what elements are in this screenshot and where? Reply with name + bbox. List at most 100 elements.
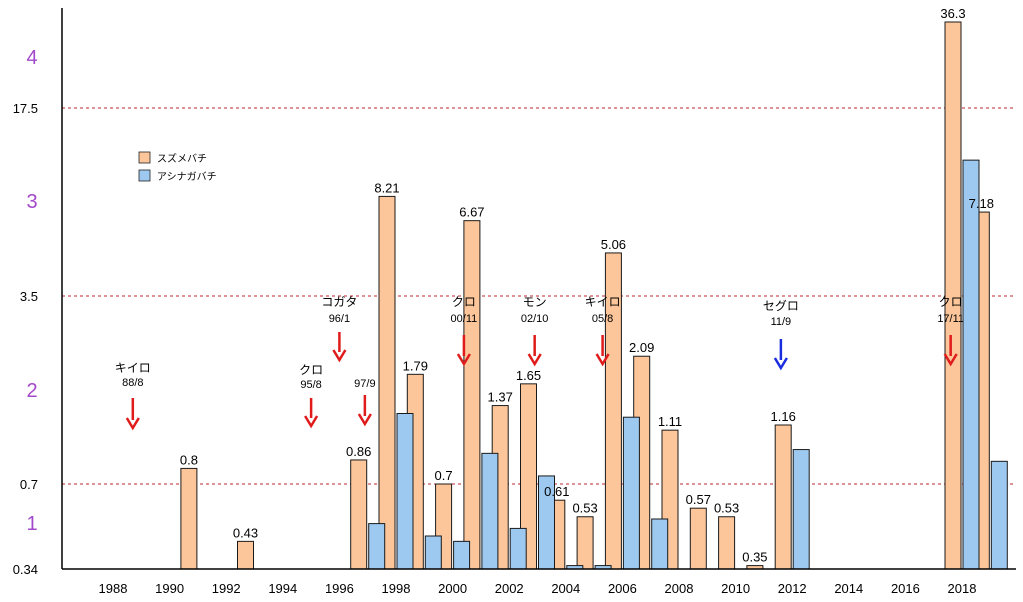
bar-value-label: 2.09 <box>629 340 654 355</box>
y-level-label: 4 <box>26 47 37 69</box>
x-tick-label: 2006 <box>608 581 637 596</box>
bar-ashinagabachi <box>509 527 527 570</box>
y-tick-label: 0.7 <box>20 477 38 492</box>
bar-value-label: 7.18 <box>969 196 994 211</box>
annotation-arrow-icon <box>332 349 347 363</box>
bar-value-label: 1.37 <box>488 390 513 405</box>
bar-suzumebachi <box>350 459 368 570</box>
annotation-name: セグロ <box>763 299 799 313</box>
legend-swatch-suzumebachi <box>138 151 151 164</box>
annotation-name: クロ <box>299 363 323 377</box>
legend: スズメバチ アシナガバチ <box>138 151 217 183</box>
x-tick-label: 2010 <box>721 581 750 596</box>
legend-swatch-ashinagabachi <box>138 169 151 182</box>
bar-value-label: 0.53 <box>714 501 739 516</box>
annotation-arrow-icon <box>304 415 319 429</box>
x-axis-ticks: 1988 1990 1992 1994 1996 1998 2000 2002 2004 2006… <box>99 581 977 596</box>
bar-value-label: 1.11 <box>658 414 682 429</box>
bar-suzumebachi <box>576 516 594 570</box>
legend-label-ashinagabachi: アシナガバチ <box>157 171 217 183</box>
bar-ashinagabachi <box>481 452 499 570</box>
annotation-date: 05/8 <box>592 313 613 325</box>
annotation-arrow-icon <box>595 353 610 367</box>
annotation-name: コガタ <box>321 295 357 309</box>
y-axis-ticks: 0.34 0.7 3.5 17.5 4 3 2 1 <box>13 47 38 577</box>
annotation-date: 97/9 <box>354 378 375 390</box>
annotations: キイロ 88/8 クロ 95/8 コガタ 96/1 97/9 クロ 00/11 モン 02/10 キイ… <box>115 295 964 431</box>
x-tick-label: 1988 <box>99 581 128 596</box>
annotation-arrow-icon <box>943 353 958 367</box>
x-tick-label: 1998 <box>382 581 411 596</box>
x-tick-label: 2004 <box>551 581 580 596</box>
x-tick-label: 1996 <box>325 581 354 596</box>
bar-value-label: 0.61 <box>544 484 569 499</box>
annotation-arrow-icon <box>773 357 788 371</box>
x-tick-label: 2016 <box>891 581 920 596</box>
bar-ashinagabachi <box>622 416 640 570</box>
x-tick-label: 1994 <box>268 581 297 596</box>
annotation-arrow-icon <box>527 353 542 367</box>
annotation-date: 11/9 <box>771 316 792 328</box>
y-tick-label: 17.5 <box>13 101 38 116</box>
annotation-date: 88/8 <box>122 377 143 389</box>
bar-ashinagabachi <box>990 460 1008 570</box>
x-tick-label: 2018 <box>948 581 977 596</box>
bar-ashinagabachi <box>453 540 471 570</box>
bars <box>180 21 1008 570</box>
annotation-date: 95/8 <box>300 379 321 391</box>
y-level-label: 2 <box>26 380 37 402</box>
annotation-arrow-icon <box>125 417 140 431</box>
bar-value-label: 0.35 <box>742 550 767 565</box>
x-tick-label: 2000 <box>438 581 467 596</box>
value-labels: 0.80.430.868.211.790.76.671.371.650.610.… <box>180 6 994 565</box>
x-tick-label: 2008 <box>665 581 694 596</box>
bar-value-label: 0.43 <box>233 525 258 540</box>
annotation-name: クロ <box>452 295 476 309</box>
annotation-date: 00/11 <box>451 313 478 325</box>
annotation-date: 02/10 <box>521 313 549 325</box>
bar-suzumebachi <box>180 467 198 570</box>
bar-suzumebachi <box>463 220 481 570</box>
bar-value-label: 0.86 <box>346 444 371 459</box>
bar-value-label: 6.67 <box>459 205 484 220</box>
bar-ashinagabachi <box>962 159 980 570</box>
annotation-arrow-icon <box>357 413 372 427</box>
y-level-label: 3 <box>26 191 37 213</box>
bar-suzumebachi <box>378 195 396 570</box>
x-tick-label: 1990 <box>155 581 184 596</box>
annotation-date: 96/1 <box>329 313 350 325</box>
annotation-name: キイロ <box>115 361 151 375</box>
y-tick-label: 3.5 <box>20 289 38 304</box>
x-tick-label: 2014 <box>834 581 863 596</box>
bar-value-label: 5.06 <box>601 237 626 252</box>
annotation-name: モン <box>523 295 547 309</box>
bar-ashinagabachi <box>396 413 414 570</box>
bar-suzumebachi <box>237 540 254 570</box>
y-level-label: 1 <box>26 513 37 535</box>
y-tick-label: 0.34 <box>13 562 38 577</box>
bar-value-label: 0.53 <box>572 501 597 516</box>
bar-ashinagabachi <box>792 449 810 570</box>
bar-value-label: 0.7 <box>435 468 453 483</box>
bar-value-label: 1.79 <box>403 358 428 373</box>
bar-ashinagabachi <box>424 535 442 570</box>
bar-value-label: 36.3 <box>940 6 965 21</box>
bar-suzumebachi <box>689 507 707 570</box>
annotation-name: キイロ <box>585 295 621 309</box>
annotation-date: 17/11 <box>937 313 964 325</box>
bar-value-label: 8.21 <box>374 180 399 195</box>
x-tick-label: 2002 <box>495 581 524 596</box>
bar-suzumebachi <box>718 516 736 570</box>
bar-value-label: 1.16 <box>771 409 796 424</box>
bar-ashinagabachi <box>368 523 386 570</box>
annotation-name: クロ <box>939 295 963 309</box>
bar-suzumebachi <box>774 424 792 570</box>
bar-ashinagabachi <box>651 518 669 570</box>
bar-value-label: 0.8 <box>180 452 198 467</box>
annotation-arrow-icon <box>456 353 471 367</box>
legend-label-suzumebachi: スズメバチ <box>157 152 207 165</box>
x-tick-label: 2012 <box>778 581 807 596</box>
x-tick-label: 1992 <box>212 581 241 596</box>
bar-value-label: 1.65 <box>516 368 541 383</box>
